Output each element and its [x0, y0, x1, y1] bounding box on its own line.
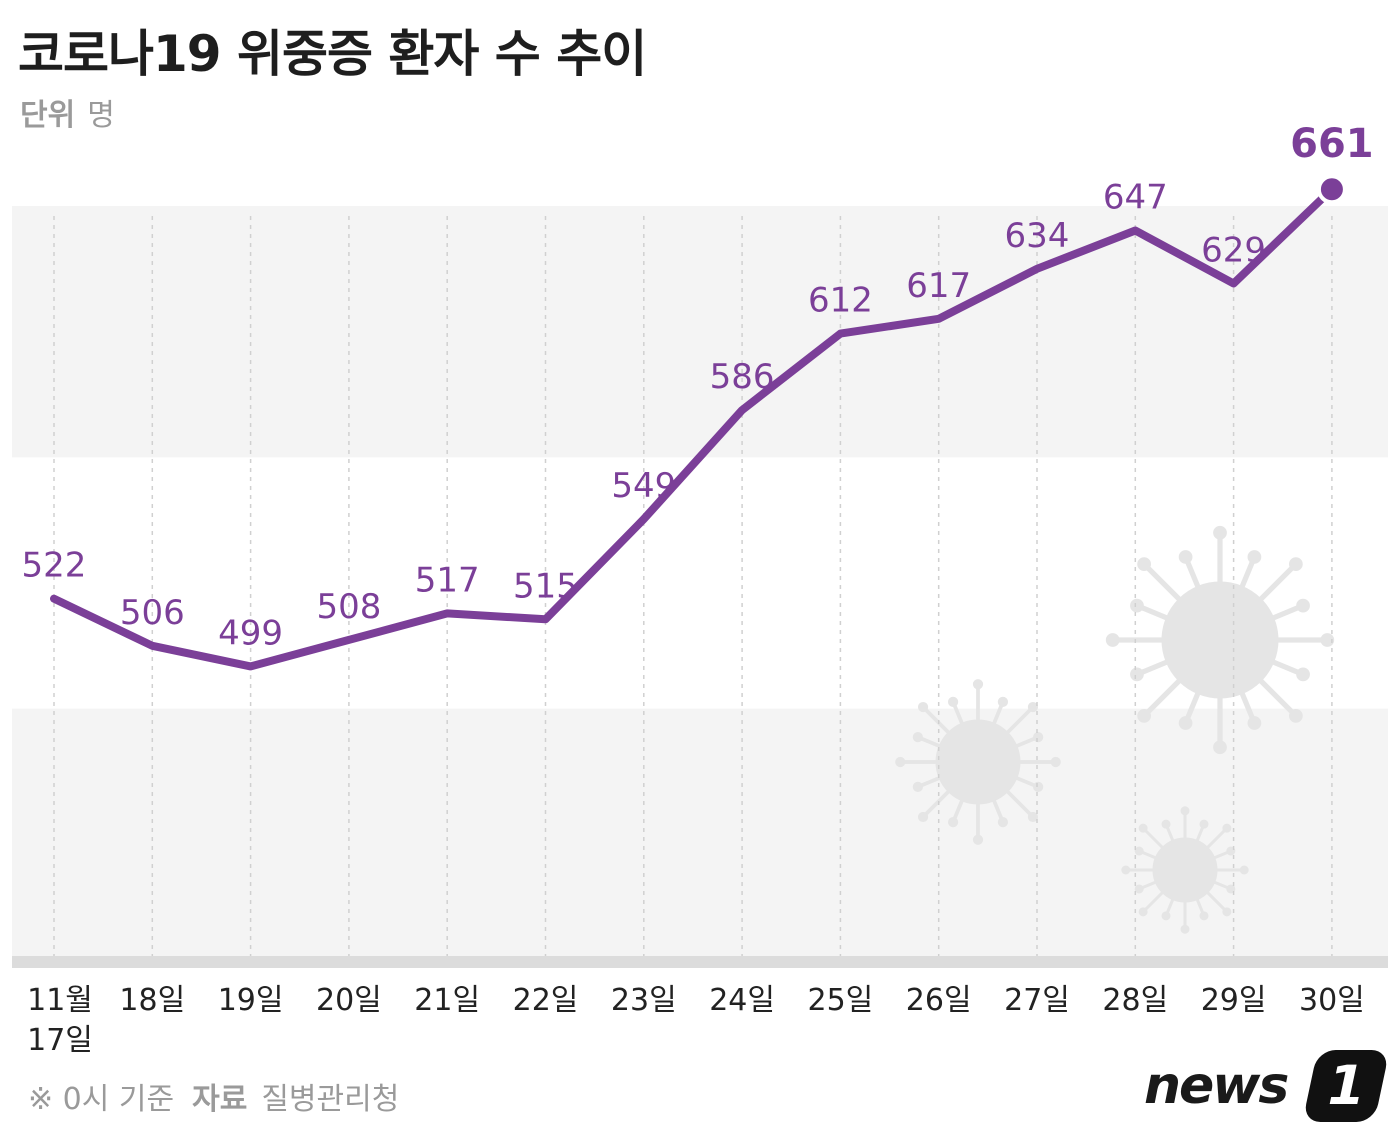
virus-icon-medium [895, 679, 1061, 845]
data-label: 499 [218, 613, 283, 653]
virus-icon-small [1121, 806, 1249, 934]
x-tick-label: 27일 [1004, 983, 1070, 1018]
data-label: 647 [1103, 177, 1168, 217]
data-label: 549 [611, 466, 676, 506]
x-tick-label: 18일 [119, 983, 185, 1018]
page-title: 코로나19 위중증 환자 수 추이 [18, 25, 647, 83]
x-tick-label: 25일 [808, 983, 874, 1018]
data-label: 517 [415, 560, 480, 600]
band-upper [12, 206, 1388, 458]
data-label: 617 [906, 266, 971, 306]
data-label: 508 [316, 587, 381, 627]
x-tick-label: 22일 [513, 983, 579, 1018]
x-tick-label: 30일 [1299, 983, 1365, 1018]
chart-baseline [12, 956, 1388, 968]
unit-label: 단위 [20, 98, 76, 133]
x-tick-label: 24일 [709, 983, 775, 1018]
news1-logo: news 1 [1144, 1050, 1390, 1124]
data-label: 522 [22, 546, 87, 586]
data-label: 586 [710, 357, 775, 397]
data-point-last [1316, 174, 1347, 205]
x-tick-label: 29일 [1201, 983, 1267, 1018]
x-tick-label: 21일 [414, 983, 480, 1018]
source-value: 질병관리청 [261, 1082, 400, 1117]
x-tick-label: 11월 [27, 983, 93, 1018]
logo-badge: 1 [1302, 1050, 1390, 1122]
x-tick-label: 26일 [906, 983, 972, 1018]
x-tick-label: 28일 [1102, 983, 1168, 1018]
series-line [50, 185, 1336, 671]
unit-caption: 단위 명 [20, 90, 115, 134]
data-label: 661 [1290, 121, 1374, 167]
x-tick-label: 17일 [27, 1023, 93, 1058]
footnote-text: ※ 0시 기준 [28, 1082, 175, 1117]
data-label: 629 [1201, 230, 1266, 270]
logo-wordmark: news [1144, 1056, 1289, 1116]
source-label: 자료 [192, 1082, 248, 1117]
data-label: 634 [1005, 216, 1070, 256]
x-tick-label: 19일 [218, 983, 284, 1018]
unit-value: 명 [87, 98, 115, 133]
x-tick-label: 20일 [316, 983, 382, 1018]
data-label: 612 [808, 281, 873, 321]
virus-icon-large [1105, 525, 1335, 755]
x-tick-label: 23일 [611, 983, 677, 1018]
data-label: 515 [513, 566, 578, 606]
band-lower [12, 708, 1388, 956]
footnote: ※ 0시 기준 자료 질병관리청 [28, 1074, 399, 1118]
data-label: 506 [120, 593, 185, 633]
